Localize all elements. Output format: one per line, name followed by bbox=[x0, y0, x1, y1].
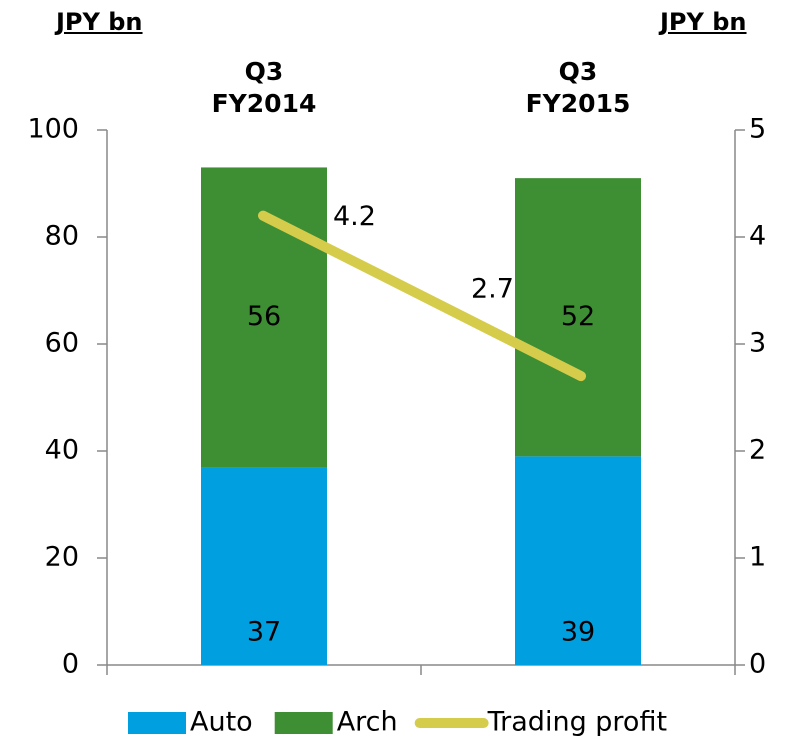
y2-tick-label: 4 bbox=[749, 221, 766, 252]
bar-segment bbox=[515, 178, 641, 457]
legend-label: Trading profit bbox=[487, 707, 667, 738]
y2-tick-label: 1 bbox=[749, 542, 766, 573]
value-label: 56 bbox=[247, 301, 281, 332]
category-label: Q3 FY2015 bbox=[525, 57, 631, 118]
line-value-label: 2.7 bbox=[471, 274, 514, 305]
legend-label: Auto bbox=[190, 707, 253, 738]
value-label: 52 bbox=[561, 301, 595, 332]
value-label: 37 bbox=[247, 617, 281, 648]
legend-swatch bbox=[274, 712, 333, 734]
y2-axis-label: JPY bn bbox=[660, 8, 747, 36]
y-tick-label: 0 bbox=[62, 649, 79, 680]
y-tick-label: 40 bbox=[45, 435, 79, 466]
y-tick-label: 60 bbox=[45, 328, 79, 359]
y-tick-label: 100 bbox=[27, 114, 79, 145]
y-axis-label: JPY bn bbox=[56, 8, 143, 36]
line bbox=[258, 210, 586, 382]
y2-tick-label: 0 bbox=[749, 649, 766, 680]
value-label: 39 bbox=[561, 617, 595, 648]
legend-label: Arch bbox=[337, 707, 398, 738]
line-value-label: 4.2 bbox=[333, 201, 376, 232]
bar-segment bbox=[515, 456, 641, 665]
y2-tick-label: 3 bbox=[749, 328, 766, 359]
y-tick-label: 20 bbox=[45, 542, 79, 573]
y2-tick-label: 5 bbox=[749, 114, 766, 145]
y2-tick-label: 2 bbox=[749, 435, 766, 466]
y-tick-label: 80 bbox=[45, 221, 79, 252]
category-label: Q3 FY2014 bbox=[211, 57, 317, 118]
legend-swatch bbox=[128, 712, 186, 734]
bar-segment bbox=[201, 467, 327, 665]
